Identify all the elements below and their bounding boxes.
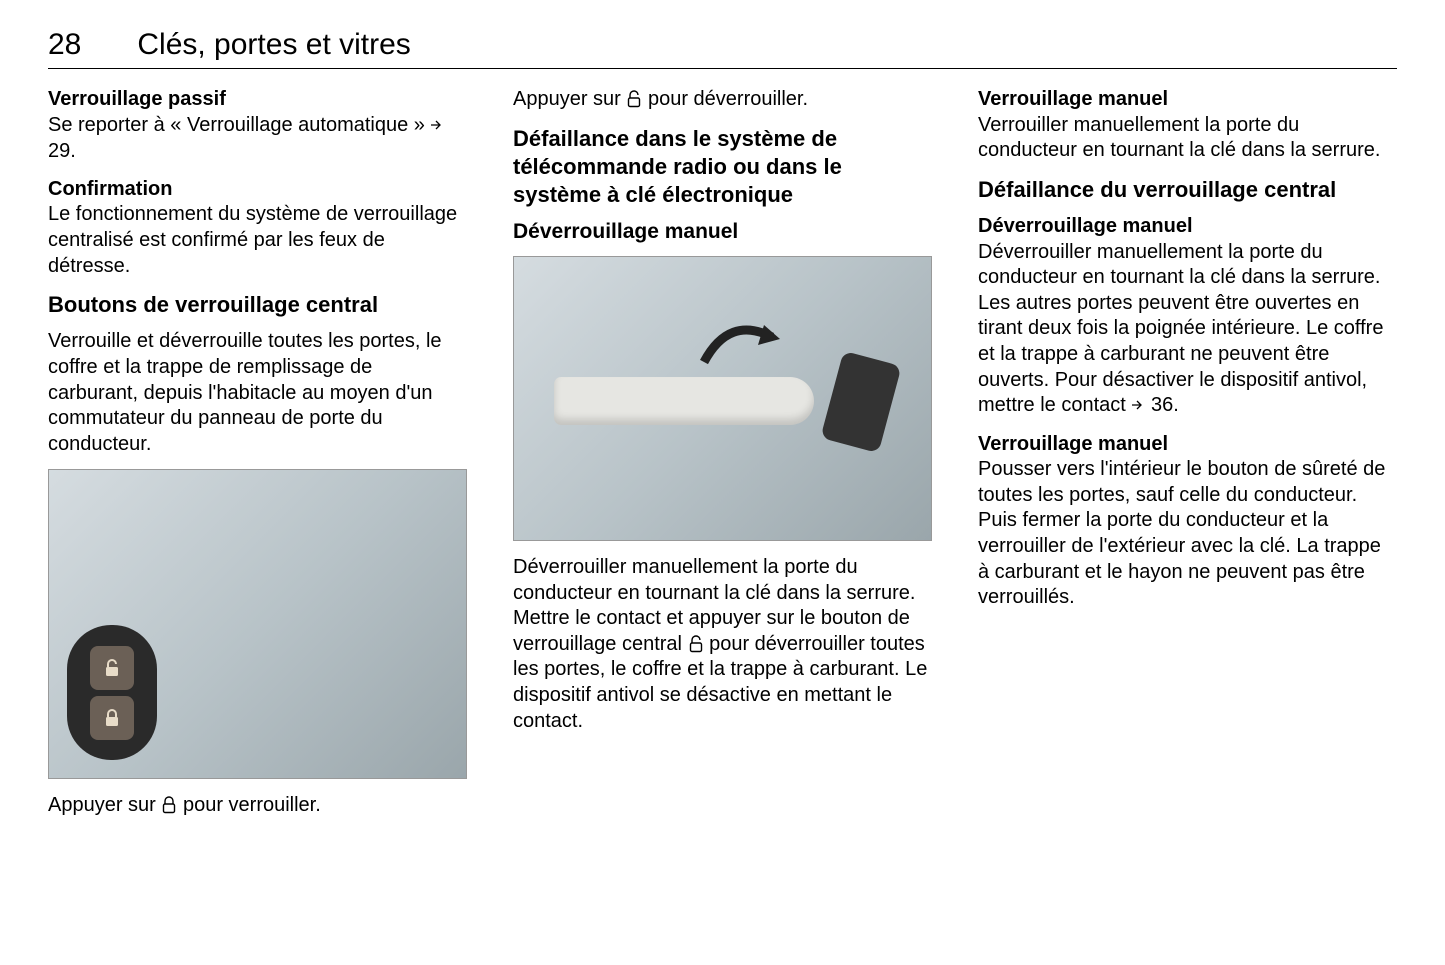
column-3: Verrouillage manuel Verrouiller manuelle…: [978, 87, 1397, 831]
section-confirmation: Confirmation Le fonctionnement du systèm…: [48, 177, 467, 279]
figure-door-panel-lock-buttons: [48, 469, 467, 779]
section-manual-lock-2: Verrouillage manuel Pousser vers l'intér…: [978, 432, 1397, 611]
ref-page-29: 29.: [48, 140, 76, 162]
lock-button-icon: [90, 696, 134, 740]
lock-open-icon: [688, 635, 704, 653]
illustration-key-fob: [820, 351, 901, 453]
text-manual-unlock-2a: Déverrouiller manuellement la porte du c…: [978, 241, 1383, 417]
chapter-title: Clés, portes et vitres: [137, 28, 410, 62]
page-header: 28 Clés, portes et vitres: [48, 28, 1397, 69]
heading-central-lock-failure: Défaillance du verrouillage central: [978, 176, 1397, 204]
column-2: Appuyer sur pour déverrouiller. Défailla…: [513, 87, 932, 831]
heading-manual-lock-2: Verrouillage manuel: [978, 433, 1168, 455]
text-manual-lock-2: Pousser vers l'intérieur le bouton de sû…: [978, 458, 1385, 608]
text-press-unlock-a: Appuyer sur: [513, 88, 626, 110]
content-columns: Verrouillage passif Se reporter à « Verr…: [48, 87, 1397, 831]
heading-manual-lock-1: Verrouillage manuel: [978, 88, 1168, 110]
column-1: Verrouillage passif Se reporter à « Verr…: [48, 87, 467, 831]
text-press-lock-b: pour verrouiller.: [177, 794, 320, 816]
text-press-unlock: Appuyer sur pour déverrouiller.: [513, 87, 932, 113]
figure-door-handle-key: [513, 256, 932, 541]
text-press-lock: Appuyer sur pour verrouiller.: [48, 793, 467, 819]
text-press-unlock-b: pour déverrouiller.: [642, 88, 808, 110]
illustration-door-handle: [554, 377, 814, 425]
lock-open-icon: [626, 90, 642, 108]
lock-closed-icon: [161, 796, 177, 814]
heading-manual-unlock-2: Déverrouillage manuel: [978, 215, 1193, 237]
heading-remote-failure: Défaillance dans le système de télécomma…: [513, 125, 932, 209]
section-manual-unlock-2: Déverrouillage manuel Déverrouiller manu…: [978, 214, 1397, 420]
text-manual-unlock-detail: Déverrouiller manuellement la porte du c…: [513, 555, 932, 734]
text-confirmation: Le fonctionnement du système de verrouil…: [48, 203, 457, 276]
heading-confirmation: Confirmation: [48, 178, 172, 200]
illustration-button-cluster: [67, 625, 157, 760]
ref-page-36: 36.: [1151, 394, 1179, 416]
text-manual-lock-1: Verrouiller manuellement la porte du con…: [978, 114, 1380, 162]
rotation-arrow-icon: [694, 307, 784, 377]
heading-passive-lock: Verrouillage passif: [48, 88, 226, 110]
reference-arrow-icon: [430, 114, 444, 140]
section-passive-lock: Verrouillage passif Se reporter à « Verr…: [48, 87, 467, 165]
reference-arrow-icon: [1131, 394, 1145, 420]
text-central-lock-buttons: Verrouille et déverrouille toutes les po…: [48, 329, 467, 457]
page-number: 28: [48, 28, 81, 62]
unlock-button-icon: [90, 646, 134, 690]
section-manual-lock-1: Verrouillage manuel Verrouiller manuelle…: [978, 87, 1397, 164]
heading-central-lock-buttons: Boutons de verrouillage central: [48, 291, 467, 319]
text-passive-lock: Se reporter à « Verrouillage automatique…: [48, 114, 430, 136]
text-press-lock-a: Appuyer sur: [48, 794, 161, 816]
heading-manual-unlock: Déverrouillage manuel: [513, 219, 932, 246]
